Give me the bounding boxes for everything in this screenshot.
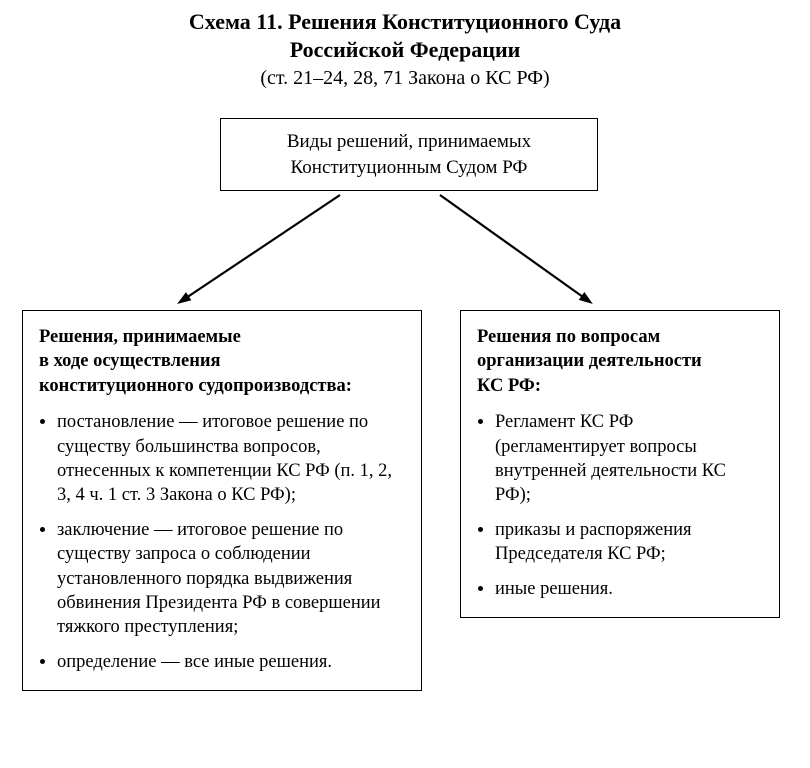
left-heading: Решения, принимаемые в ходе осуществлени… [39,325,405,398]
left-node: Решения, принимаемые в ходе осуществлени… [22,310,422,691]
root-line-1: Виды решений, принимаемых [287,131,531,152]
right-node: Решения по вопросам организации деятельн… [460,310,780,618]
list-item: иные решения. [495,577,763,601]
diagram-title: Схема 11. Решения Конституционного Суда … [0,0,810,63]
left-list: постановление — итоговое решение по суще… [39,410,405,674]
right-heading: Решения по вопросам организации деятельн… [477,325,763,398]
list-item: заключение — итоговое решение по существ… [57,518,405,640]
diagram-subtitle: (ст. 21–24, 28, 71 Закона о КС РФ) [0,67,810,90]
list-item: приказы и распоряжения Председателя КС Р… [495,518,763,567]
root-line-2: Конституционным Судом РФ [291,157,528,178]
root-node: Виды решений, принимаемых Конституционны… [220,118,598,191]
list-item: постановление — итоговое решение по суще… [57,410,405,508]
right-list: Регламент КС РФ (регламентирует вопросы … [477,410,763,601]
list-item: Регламент КС РФ (регламентирует вопросы … [495,410,763,508]
title-line-1: Схема 11. Решения Конституционного Суда [189,9,621,34]
list-item: определение — все иные решения. [57,650,405,674]
title-line-2: Российской Федерации [290,37,521,62]
